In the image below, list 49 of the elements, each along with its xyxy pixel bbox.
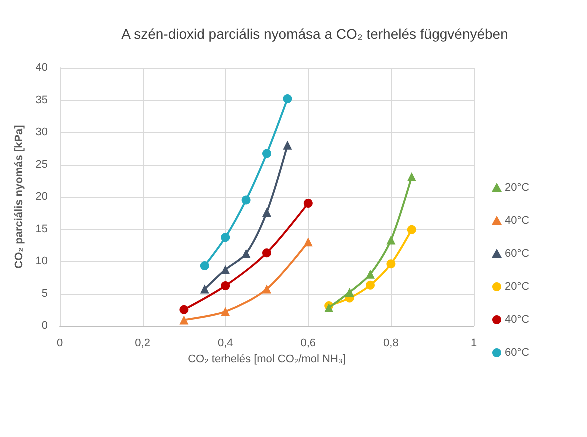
y-tick-label: 10 <box>36 256 48 268</box>
x-tick-label: 0 <box>56 338 64 350</box>
legend-label: 40°C <box>505 215 530 227</box>
point <box>242 249 251 258</box>
point <box>262 149 272 158</box>
point <box>304 238 313 247</box>
x-tick-label: 0,6 <box>300 338 316 350</box>
legend-label: 60°C <box>505 248 530 260</box>
y-tick-label: 35 <box>36 94 48 106</box>
y-axis-title: CO₂ parciális nyomás [kPa] <box>13 124 26 269</box>
point <box>366 280 375 290</box>
x-tick-label: 0,8 <box>384 338 399 350</box>
point <box>407 172 416 182</box>
point <box>200 284 210 294</box>
point <box>386 260 396 269</box>
point <box>262 208 272 217</box>
y-tick-label: 25 <box>36 158 48 171</box>
legend-label: 40°C <box>505 314 530 326</box>
legend-label: 20°C <box>505 281 530 293</box>
point <box>221 233 230 242</box>
point <box>386 236 396 245</box>
y-tick-label: 20 <box>36 191 48 203</box>
point <box>180 305 189 314</box>
legend-label: 60°C <box>505 347 530 359</box>
point <box>221 307 230 316</box>
y-tick-label: 40 <box>36 62 48 74</box>
point <box>345 288 354 297</box>
y-tick-label: 0 <box>42 320 48 332</box>
point <box>262 248 272 258</box>
point <box>283 140 292 150</box>
point <box>200 262 210 271</box>
point <box>366 270 375 279</box>
x-tick-label: 1 <box>470 338 478 350</box>
point <box>221 282 230 291</box>
point <box>283 94 292 104</box>
point <box>221 265 230 274</box>
y-tick-label: 30 <box>36 126 48 138</box>
chart-title: A szén-dioxid parciális nyomása a CO₂ terhelés függvényében <box>122 26 508 42</box>
legend-label: 20°C <box>505 182 530 194</box>
point <box>180 316 189 325</box>
x-tick-label: 0,4 <box>218 338 234 350</box>
y-tick-label: 15 <box>36 223 48 236</box>
point <box>262 284 272 294</box>
point <box>304 198 313 208</box>
x-tick-label: 0,2 <box>135 338 150 350</box>
point <box>242 196 251 205</box>
x-axis-title: CO₂ terhelés [mol CO₂/mol NH₃] <box>188 353 346 366</box>
point <box>407 225 416 234</box>
y-tick-label: 5 <box>42 288 48 300</box>
